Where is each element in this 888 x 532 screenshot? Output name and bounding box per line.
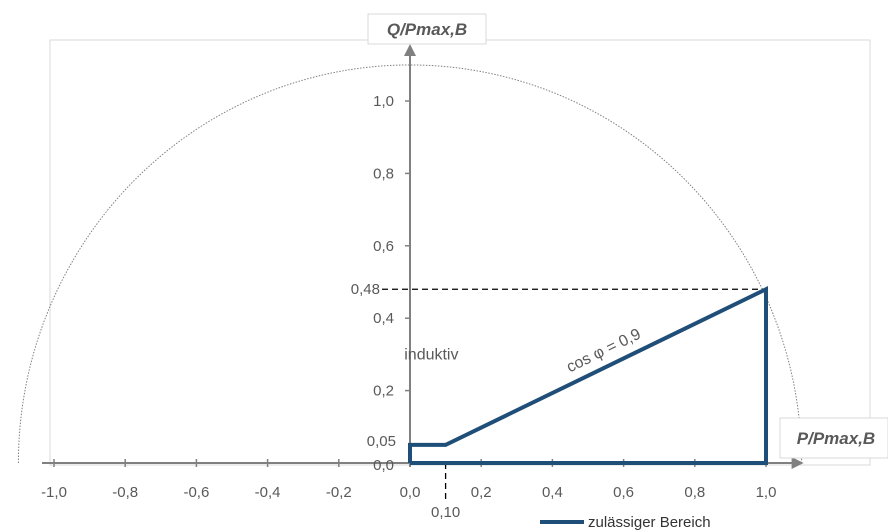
y-tick-label: 0,0 (373, 457, 394, 474)
y-tick-label: 0,4 (373, 310, 394, 327)
x-tick-group: -1,0 -0,8 -0,6 -0,4 -0,2 0,0 0,2 0,4 0,6 0,8 1,0 (41, 459, 776, 501)
y-axis-arrow (404, 44, 416, 56)
annotation-induktiv: induktiv (404, 346, 458, 363)
x-tick-label: 1,0 (756, 484, 777, 501)
plot-area-frame (49, 39, 871, 466)
y-tick-label: 0,6 (373, 238, 394, 255)
x-tick-label: -0,8 (112, 484, 138, 501)
series-zulaessiger-bereich (408, 286, 768, 465)
x-tick-label: -0,4 (255, 484, 281, 501)
y-tick-group: 0,0 0,2 0,4 0,6 0,8 1,0 (373, 93, 410, 474)
x-axis-title: P/Pmax,B (797, 429, 875, 448)
y-tick-label: 0,8 (373, 165, 394, 182)
x-tick-label: 0,6 (613, 484, 634, 501)
x-tick-label: -1,0 (41, 484, 67, 501)
x-tick-label: -0,2 (326, 484, 352, 501)
x-tick-label: 0,0 (400, 484, 421, 501)
x-axis-arrow (791, 457, 804, 469)
y-tick-label: 1,0 (373, 93, 394, 110)
y-tick-label: 0,2 (373, 383, 394, 400)
x-axis-title-box (779, 417, 888, 459)
legend-label: zulässiger Bereich (588, 514, 711, 531)
y-axis-title: Q/Pmax,B (387, 20, 467, 39)
x-tick-label: 0,2 (471, 484, 492, 501)
x-tick-label: 0,4 (542, 484, 563, 501)
label-005: 0,05 (367, 433, 396, 450)
label-048: 0,48 (351, 281, 380, 298)
x-tick-label: -0,6 (183, 484, 209, 501)
label-010: 0,10 (431, 504, 460, 521)
x-tick-label: 0,8 (684, 484, 705, 501)
y-axis-title-box (367, 13, 487, 45)
